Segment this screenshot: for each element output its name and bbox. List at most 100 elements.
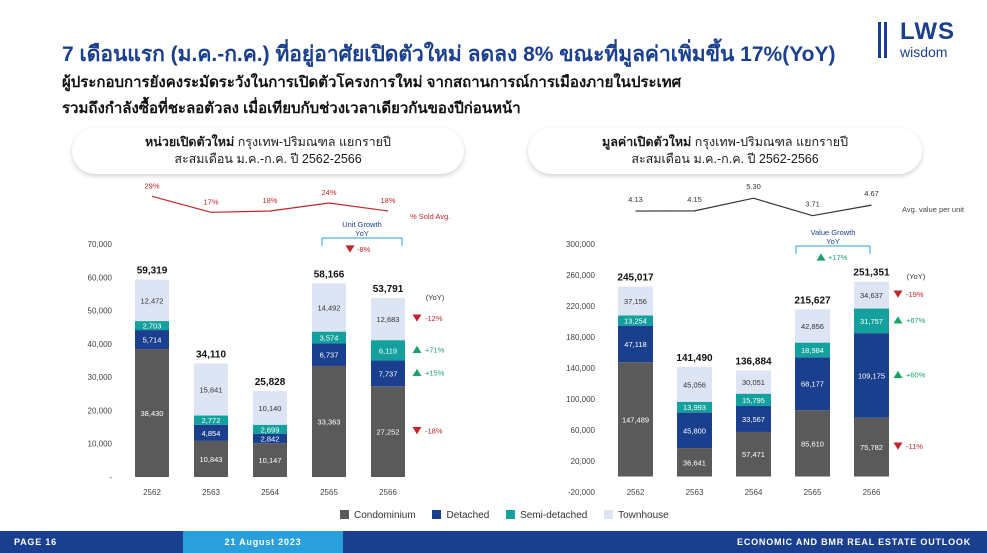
chart-2-bar-semi-detached: [795, 342, 830, 358]
chart-1-line-label: 18%: [262, 196, 277, 205]
chart-1-data-label: 2,699: [261, 425, 280, 434]
chart-1-data-label: 10,843: [200, 455, 223, 464]
chart-1-bar-semi-detached: [371, 340, 405, 361]
chart-1-ytick: 60,000: [88, 273, 113, 282]
chart-1-yoy-value: -12%: [425, 314, 443, 323]
chart-2-total-label: 251,351: [853, 268, 890, 279]
chart-2-data-label: 147,489: [622, 415, 649, 424]
chart-1-ytick: 20,000: [88, 406, 113, 415]
chart-1-data-label: 14,492: [318, 304, 341, 313]
chart-1-yoy-arrow-icon: [412, 427, 422, 435]
chart-1-xtick: 2563: [202, 488, 220, 497]
chart-1-data-label: 10,147: [259, 456, 282, 465]
chart-2-data-label: 15,795: [742, 396, 765, 405]
chart-2-bar-detached: [854, 333, 889, 418]
chart-2-xtick: 2563: [686, 488, 704, 497]
chart-2-xtick: 2562: [627, 488, 645, 497]
logo-bars-icon: [878, 22, 892, 58]
legend-item-condominium: Condominium: [340, 510, 416, 521]
chart-2-growth-line1: Value Growth: [811, 228, 856, 237]
chart-2-title-bold: มูลค่าเปิดตัวใหม่: [601, 135, 692, 149]
chart-1-bar-semi-detached: [194, 415, 228, 425]
chart-2-bar-semi-detached: [854, 308, 889, 334]
chart-1-bar-condominium: [371, 386, 405, 477]
chart-2-data-label: 30,051: [742, 378, 765, 387]
chart-1-growth-line2: YoY: [355, 229, 369, 238]
chart-1-data-label: 15,641: [200, 385, 223, 394]
legend-swatch: [506, 510, 516, 519]
chart-1-data-label: 27,252: [377, 428, 400, 437]
chart-2-data-label: 47,118: [624, 340, 646, 349]
chart-2-data-label: 45,800: [683, 426, 706, 435]
chart-2-ytick: 100,000: [566, 395, 595, 404]
legend-item-townhouse: Townhouse: [604, 510, 669, 521]
chart-1-bar-detached: [371, 360, 405, 387]
chart-1-line-series: [151, 195, 389, 213]
chart-2-data-label: 36,641: [683, 458, 706, 467]
chart-1-bar-townhouse: [312, 283, 346, 332]
chart-2-total-label: 245,017: [617, 273, 654, 284]
chart-2-subtitle: สะสมเดือน ม.ค.-ก.ค. ปี 2562-2566: [631, 152, 819, 166]
chart-1-growth-line1: Unit Growth: [342, 220, 382, 229]
chart-2-bar-semi-detached: [677, 401, 712, 413]
chart-1-bar-semi-detached: [253, 424, 287, 434]
chart-2-yoy-label: (YoY): [907, 272, 926, 281]
chart-2-ytick: 140,000: [566, 364, 595, 373]
chart-1-data-label: 6,737: [320, 351, 339, 360]
subtitle-line-2: รวมถึงกำลังซื้อที่ชะลอตัวลง เมื่อเทียบกั…: [62, 100, 521, 117]
chart-2-data-label: 68,177: [801, 380, 824, 389]
chart-2-bar-townhouse: [854, 281, 889, 309]
chart-1-data-label: 12,472: [141, 296, 164, 305]
chart-1-data-label: 12,683: [377, 315, 400, 324]
chart-1-ytick: 70,000: [88, 240, 113, 249]
chart-1-title-pill: หน่วยเปิดตัวใหม่ กรุงเทพ-ปริมณฑล แยกรายป…: [72, 128, 464, 174]
chart-2-bar-condominium: [736, 431, 771, 477]
chart-2-bar-townhouse: [677, 366, 712, 402]
chart-2-ytick: 220,000: [566, 302, 595, 311]
chart-2-data-label: 34,637: [860, 291, 883, 300]
chart-2-line-label: 4.13: [628, 195, 643, 204]
chart-1-data-label: 3,574: [320, 334, 339, 343]
chart-1-bar-detached: [253, 433, 287, 444]
chart-1-data-label: 2,703: [143, 322, 162, 331]
chart-2-ytick: 60,000: [571, 426, 596, 435]
chart-1-growth-arrow-icon: [345, 245, 355, 253]
legend-swatch: [604, 510, 614, 519]
chart-2-bar-semi-detached: [618, 315, 653, 326]
chart-1-bar-detached: [312, 343, 346, 366]
chart-1-ytick: 10,000: [88, 440, 113, 449]
chart-1-growth-value: -8%: [357, 245, 371, 254]
chart-2-data-label: 42,856: [801, 322, 824, 331]
chart-1-title-bold: หน่วยเปิดตัวใหม่: [145, 135, 235, 149]
chart-1-yoy-value: -18%: [425, 427, 443, 436]
chart-1-data-label: 33,363: [318, 417, 341, 426]
chart-2-data-label: 45,056: [683, 380, 706, 389]
chart-2-yoy-value: +67%: [906, 316, 926, 325]
chart-1-bar-townhouse: [135, 279, 169, 322]
chart-2-growth-arrow-icon: [816, 253, 826, 261]
chart-1-yoy-arrow-icon: [412, 368, 422, 377]
chart-2-ytick: 180,000: [566, 333, 595, 342]
chart-1-ytick: 40,000: [88, 340, 113, 349]
chart-1-data-label: 4,854: [202, 429, 221, 438]
chart-1-bar-detached: [194, 424, 228, 441]
logo-brand: LWS: [900, 18, 955, 45]
chart-1-bar-townhouse: [371, 297, 405, 341]
chart-2-bar-detached: [736, 405, 771, 432]
chart-1-xtick: 2564: [261, 488, 279, 497]
chart-2-yoy-value: -19%: [906, 290, 924, 299]
chart-2-data-label: 75,782: [860, 443, 883, 452]
chart-1-bar-semi-detached: [312, 331, 346, 344]
chart-1-data-label: 6,119: [379, 346, 397, 355]
chart-1-data-label: 7,737: [379, 369, 398, 378]
chart-2-yoy-arrow-icon: [893, 442, 903, 450]
chart-2-growth-line2: YoY: [826, 237, 840, 246]
legend-swatch: [432, 510, 442, 519]
chart-1-total-label: 58,166: [314, 269, 345, 280]
chart-2-bar-detached: [618, 325, 653, 363]
chart-2-line-name: Avg. value per unit: [902, 205, 965, 214]
chart-1-bar-condominium: [135, 349, 169, 477]
logo-sub: wisdom: [900, 44, 948, 60]
chart-2-bar-detached: [677, 412, 712, 449]
chart-1-line-name: % Sold Avg.: [410, 212, 450, 221]
